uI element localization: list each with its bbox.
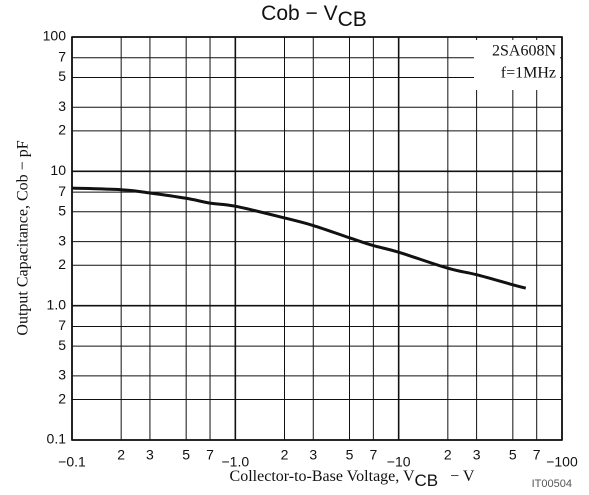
y-tick-label: 3: [58, 232, 66, 248]
title-main: Cob − V: [261, 2, 337, 25]
y-tick-label: 5: [58, 68, 66, 84]
x-tick-label: 5: [346, 447, 354, 463]
xlabel-sub: CB: [415, 471, 439, 490]
x-tick-label: 2: [281, 447, 289, 463]
x-tick-label: 5: [509, 447, 517, 463]
y-tick-label: 2: [58, 390, 66, 406]
y-tick-label: 5: [58, 202, 66, 218]
annotation-bg: [474, 40, 560, 90]
x-tick-label: 3: [309, 447, 317, 463]
x-tick-label: −1.0: [222, 454, 250, 470]
y-tick-label: 10: [50, 162, 66, 178]
title-sub: CB: [338, 8, 367, 31]
y-tick-label: 2: [58, 256, 66, 272]
chart-title: Cob − VCB: [261, 2, 367, 31]
x-tick-label: 7: [533, 447, 541, 463]
x-tick-label: 5: [182, 447, 190, 463]
x-tick-label: 2: [444, 447, 452, 463]
y-tick-label: 2: [58, 122, 66, 138]
y-tick-label: 0.1: [47, 431, 67, 447]
y-tick-label: 3: [58, 98, 66, 114]
xlabel-main: Collector-to-Base Voltage, V: [230, 468, 415, 485]
xlabel-unit: − V: [450, 468, 475, 485]
y-tick-label: 7: [58, 183, 66, 199]
plot-frame: [71, 36, 563, 441]
figure-code: IT00504: [532, 478, 572, 490]
x-tick-label: 3: [146, 447, 154, 463]
x-tick-label: 3: [473, 447, 481, 463]
x-axis-label: Collector-to-Base Voltage, VCB − V: [230, 468, 475, 491]
y-tick-label: 100: [43, 28, 67, 44]
x-tick-label: −0.1: [58, 454, 86, 470]
x-tick-label: −10: [387, 454, 411, 470]
y-tick-label: 7: [58, 317, 66, 333]
y-tick-label: 5: [58, 337, 66, 353]
y-tick-label: 7: [58, 49, 66, 65]
x-tick-label: −100: [546, 454, 578, 470]
x-tick-label: 2: [117, 447, 125, 463]
y-tick-label: 1.0: [47, 296, 67, 312]
annotation: f=1MHz: [501, 65, 556, 82]
y-axis-label: Output Capacitance, Cob − pF: [15, 140, 32, 335]
y-tick-label: 3: [58, 367, 66, 383]
x-tick-label: 7: [369, 447, 377, 463]
data-line: [71, 186, 527, 290]
annotation: 2SA608N: [492, 43, 556, 60]
x-tick-label: 7: [206, 447, 214, 463]
